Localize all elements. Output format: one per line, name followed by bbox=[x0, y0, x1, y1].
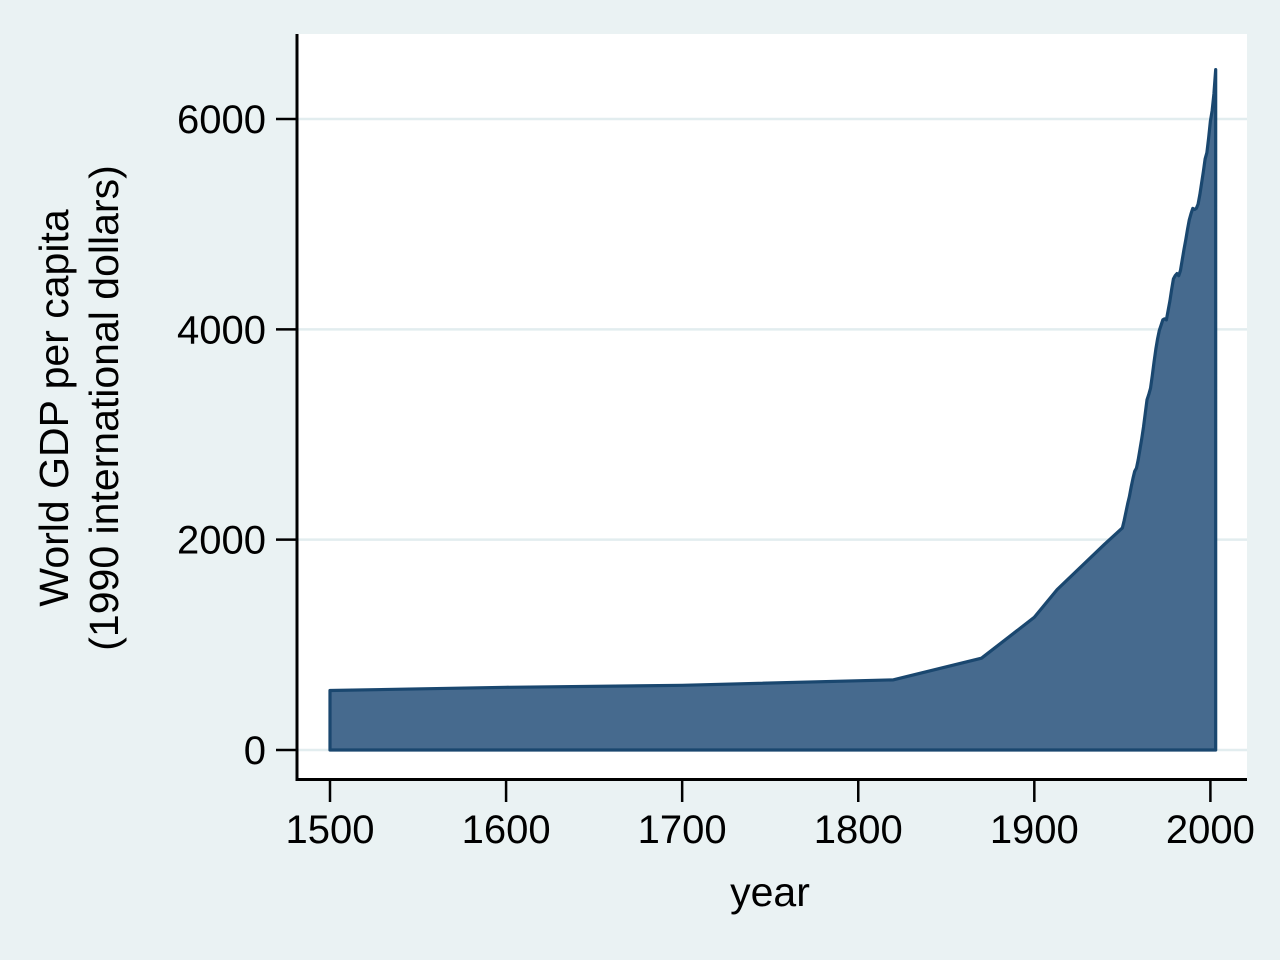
axes bbox=[295, 34, 1247, 781]
y-axis-title-line-1: World GDP per capita bbox=[31, 209, 77, 606]
x-tick-label: 1500 bbox=[286, 808, 375, 852]
y-axis-title-line-2: (1990 international dollars) bbox=[81, 165, 127, 650]
y-tick-label: 0 bbox=[244, 729, 266, 773]
x-tick-label: 1700 bbox=[638, 808, 727, 852]
x-tick-label: 2000 bbox=[1166, 808, 1255, 852]
x-tick-label: 1900 bbox=[990, 808, 1079, 852]
x-axis-ticks: 1500 1600 1700 1800 1900 2000 bbox=[286, 781, 1255, 852]
x-tick-label: 1600 bbox=[462, 808, 551, 852]
x-tick-label: 1800 bbox=[814, 808, 903, 852]
area-series bbox=[328, 67, 1218, 752]
x-axis-title: year bbox=[730, 869, 810, 915]
y-axis-ticks: 0 2000 4000 6000 bbox=[177, 98, 297, 773]
y-tick-label: 4000 bbox=[177, 308, 266, 352]
y-tick-label: 2000 bbox=[177, 519, 266, 563]
y-tick-label: 6000 bbox=[177, 98, 266, 142]
